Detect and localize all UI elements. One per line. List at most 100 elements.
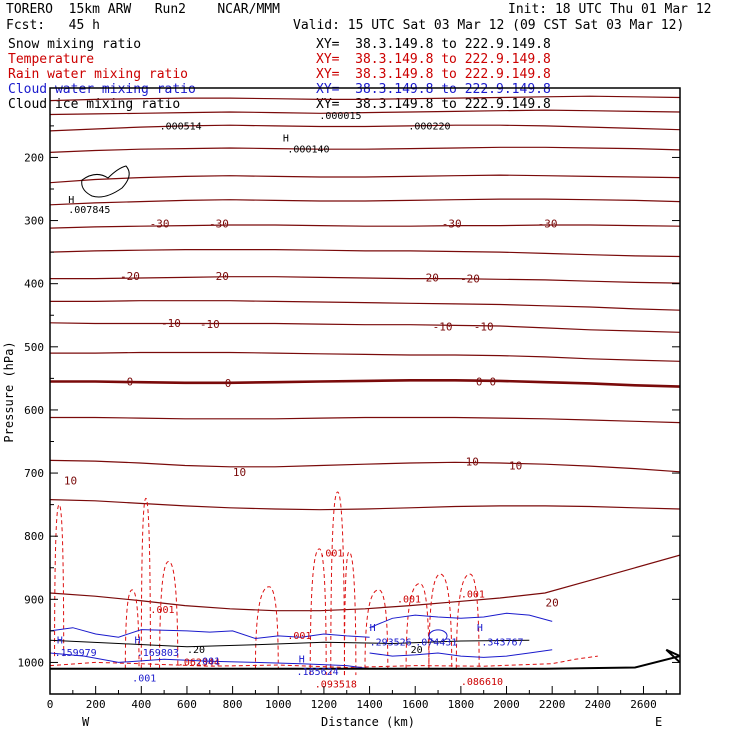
rain-water-envelope (50, 655, 598, 669)
cloud-water-contour-0 (50, 627, 370, 640)
isotherm-label-13: 0 (225, 377, 232, 390)
isotherm-label-7: -20 (460, 273, 480, 286)
y-tick-label-3: 500 (24, 341, 44, 354)
x-tick-label-8: 1600 (402, 698, 429, 711)
isotherm-label-0: -30 (150, 218, 170, 231)
extremum-label-0: H (283, 134, 289, 145)
extremum-label-24: H (477, 623, 483, 634)
y-tick-label-1: 300 (24, 215, 44, 228)
extremum-label-1: .000140 (287, 144, 329, 155)
isotherm-label-2: -30 (442, 218, 462, 231)
legend-label-snow: Snow mixing ratio (8, 37, 142, 52)
y-tick-label-2: 400 (24, 278, 44, 291)
extremum-label-27: .001 (196, 656, 220, 667)
isotherm-label-14: 0 (476, 376, 483, 389)
terrain-line (50, 648, 680, 670)
legend-label-rain: Rain water mixing ratio (8, 67, 189, 82)
extremum-label-28: .20 (187, 645, 205, 656)
isotherm-5 (50, 416, 680, 424)
extremum-label-13: .093518 (315, 680, 357, 691)
extremum-label-9: .001 (397, 594, 421, 605)
isotherm-label-18: 10 (466, 456, 479, 469)
snow-contour (50, 639, 530, 648)
legend-label-cloud-ice: Cloud ice mixing ratio (8, 97, 181, 112)
isotherm-minus-5 (50, 351, 680, 362)
extremum-label-21: .185624 (297, 667, 339, 678)
rain-water-tower-6 (343, 551, 357, 676)
extremum-label-15: H (57, 636, 63, 647)
isotherm-label-19: 10 (509, 459, 522, 472)
isotherm-label-10: -10 (433, 321, 453, 334)
isotherm-label-4: -20 (120, 270, 140, 283)
isotherm-10 (50, 459, 680, 473)
legend-label-temperature: Temperature (8, 52, 95, 67)
x-tick-label-11: 2200 (539, 698, 566, 711)
extremum-label-6: .007845 (68, 205, 110, 216)
legend-xy-cloud-ice: XY= 38.3.149.8 to 222.9.149.8 (316, 97, 551, 112)
plot-frame (49, 87, 681, 695)
x-tick-label-0: 0 (47, 698, 54, 711)
east-label: E (655, 715, 662, 729)
x-tick-label-5: 1000 (265, 698, 292, 711)
extremum-label-2: .000514 (160, 122, 202, 133)
isotherm-minus-50 (50, 124, 680, 132)
extremum-label-12: .062344 (178, 658, 220, 669)
isotherm-20 (50, 554, 680, 612)
isotherm-minus-35 (50, 198, 680, 206)
rain-water-tower-2 (159, 560, 179, 669)
extremum-label-8: .001 (150, 605, 174, 616)
cloud-water-contour-2 (369, 612, 553, 629)
x-tick-label-10: 2000 (493, 698, 520, 711)
x-tick-label-12: 2400 (585, 698, 612, 711)
model-title: TORERO 15km ARW Run2 NCAR/MMM (6, 2, 280, 17)
y-tick-label-0: 200 (24, 151, 44, 164)
isotherm-minus-40 (50, 174, 680, 184)
isotherm-label-17: 10 (233, 466, 246, 479)
rain-water-tower-3 (254, 586, 279, 669)
legend-xy-temperature: XY= 38.3.149.8 to 222.9.149.8 (316, 52, 551, 67)
x-tick-label-7: 1400 (356, 698, 383, 711)
extremum-label-18: .001 (132, 673, 156, 684)
isotherm-minus-10 (50, 322, 680, 333)
isotherm-0 (50, 379, 680, 388)
extremum-label-19: H (134, 636, 140, 647)
y-axis-label: Pressure (hPa) (2, 341, 16, 442)
west-label: W (82, 715, 90, 729)
isotherm-label-3: -30 (538, 218, 558, 231)
y-tick-label-7: 900 (24, 593, 44, 606)
legend-xy-rain: XY= 38.3.149.8 to 222.9.149.8 (316, 67, 551, 82)
forecast-hour: Fcst: 45 h (6, 18, 100, 33)
extremum-label-5: H (68, 195, 74, 206)
isotherm-label-11: -10 (474, 321, 494, 334)
y-tick-label-5: 700 (24, 467, 44, 480)
isotherm-label-20: 20 (546, 596, 559, 609)
extremum-label-29: 20 (411, 645, 423, 656)
extremum-label-25: .343767 (481, 637, 523, 648)
plot-content: -30 -30 -30 -30-20 -20 -20 -20-10 -10 -10 -100 0 0 0… (50, 95, 680, 691)
extremum-label-16: .159979 (55, 648, 97, 659)
isotherm-minus-60 (50, 95, 680, 102)
rain-water-tower-11 (54, 504, 65, 657)
legend-xy-snow: XY= 38.3.149.8 to 222.9.149.8 (316, 37, 551, 52)
isotherm-minus-55 (50, 109, 680, 116)
extremum-label-11: .001 (287, 631, 311, 642)
extremum-label-23: .293526 (370, 637, 412, 648)
rain-water-tower-5 (330, 491, 345, 676)
isotherm-label-15: 0 (490, 376, 497, 389)
isotherm-minus-20 (50, 276, 680, 284)
extremum-label-22: H (370, 623, 376, 634)
rain-water-tower-10 (455, 573, 480, 669)
extremum-label-14: .086610 (461, 677, 503, 688)
isotherm-minus-15 (50, 300, 680, 311)
x-tick-label-2: 400 (131, 698, 151, 711)
cloud-water-contour-1 (50, 652, 370, 670)
legend-label-cloud-water: Cloud water mixing ratio (8, 82, 196, 97)
extremum-label-17: .169803 (137, 648, 179, 659)
isotherm-label-6: -20 (419, 271, 439, 284)
x-axis-label: Distance (km) (321, 715, 415, 729)
x-tick-label-4: 800 (223, 698, 243, 711)
valid-time: Valid: 15 UTC Sat 03 Mar 12 (09 CST Sat … (293, 18, 685, 33)
isotherm-label-1: -30 (209, 218, 229, 231)
axes: 0 200 400 600 800 1000 1200 1400 1600 1800 2000 220… (18, 125, 680, 711)
